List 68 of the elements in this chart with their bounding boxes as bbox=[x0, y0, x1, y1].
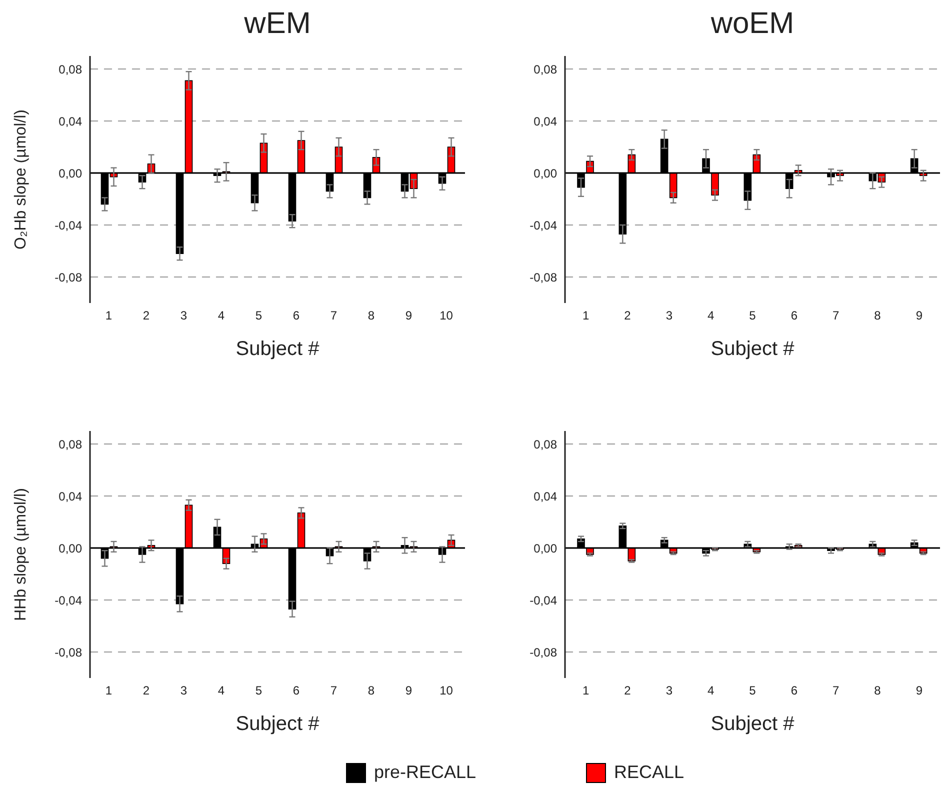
chart-title: woEM bbox=[710, 6, 796, 42]
x-tick-label: 1 bbox=[582, 684, 590, 698]
x-tick-label: 5 bbox=[749, 308, 756, 323]
x-tick-label: 8 bbox=[874, 684, 882, 698]
y-tick-label: 0,04 bbox=[58, 489, 82, 504]
y-tick-label: -0,08 bbox=[530, 645, 558, 660]
y-tick-label: -0,08 bbox=[54, 270, 82, 284]
x-tick-label: 9 bbox=[916, 308, 923, 323]
x-tick-label: 7 bbox=[832, 684, 840, 698]
x-tick-label: 10 bbox=[440, 684, 454, 698]
x-tick-label: 6 bbox=[790, 684, 798, 698]
y-axis-title: O₂Hb slope (µmol/l) bbox=[12, 110, 30, 250]
chart-title: wEM bbox=[243, 6, 312, 42]
x-axis-title: Subject # bbox=[710, 338, 796, 360]
y-tick-label: 0,08 bbox=[58, 62, 82, 76]
x-tick-label: 8 bbox=[368, 684, 375, 698]
y-tick-label: -0,08 bbox=[530, 270, 558, 284]
x-tick-label: 5 bbox=[255, 308, 262, 323]
x-axis-title: Subject # bbox=[236, 338, 320, 360]
x-tick-label: 2 bbox=[142, 684, 150, 698]
y-axis-title: HHb slope (µmol/l) bbox=[12, 488, 30, 621]
y-tick-label: 0,00 bbox=[58, 166, 82, 180]
x-tick-label: 7 bbox=[330, 684, 338, 698]
x-tick-label: 1 bbox=[582, 308, 590, 323]
x-tick-label: 6 bbox=[292, 684, 300, 698]
x-axis-title: Subject # bbox=[236, 713, 320, 735]
y-tick-label: 0,00 bbox=[534, 541, 558, 556]
x-tick-label: 4 bbox=[218, 308, 225, 323]
legend-label: pre-RECALL bbox=[374, 762, 476, 783]
x-tick-label: 6 bbox=[790, 308, 798, 323]
y-tick-label: 0,04 bbox=[58, 114, 82, 128]
x-tick-label: 6 bbox=[292, 308, 300, 323]
x-tick-label: 3 bbox=[180, 684, 188, 698]
y-tick-label: 0,04 bbox=[534, 114, 558, 128]
x-tick-label: 3 bbox=[180, 308, 188, 323]
x-tick-label: 8 bbox=[874, 308, 882, 323]
x-tick-label: 9 bbox=[916, 684, 923, 698]
y-tick-label: -0,08 bbox=[54, 645, 82, 660]
y-tick-label: 0,08 bbox=[534, 437, 558, 452]
x-tick-label: 1 bbox=[105, 308, 112, 323]
x-tick-label: 7 bbox=[832, 308, 840, 323]
x-tick-label: 2 bbox=[624, 308, 632, 323]
x-tick-label: 3 bbox=[666, 684, 673, 698]
x-tick-label: 2 bbox=[624, 684, 632, 698]
y-tick-label: -0,04 bbox=[530, 218, 558, 232]
x-tick-label: 4 bbox=[218, 684, 225, 698]
y-tick-label: 0,08 bbox=[534, 62, 558, 76]
x-tick-label: 5 bbox=[749, 684, 756, 698]
x-tick-label: 4 bbox=[707, 684, 714, 698]
x-axis-title: Subject # bbox=[710, 713, 796, 735]
legend-label: RECALL bbox=[614, 762, 684, 783]
x-tick-label: 7 bbox=[330, 308, 338, 323]
y-tick-label: 0,00 bbox=[534, 166, 558, 180]
y-tick-label: 0,00 bbox=[58, 541, 82, 556]
x-tick-label: 5 bbox=[255, 684, 262, 698]
y-tick-label: -0,04 bbox=[530, 593, 558, 608]
x-tick-label: 8 bbox=[368, 308, 375, 323]
x-tick-label: 10 bbox=[440, 308, 454, 323]
y-tick-label: -0,04 bbox=[54, 593, 82, 608]
y-tick-label: 0,04 bbox=[534, 489, 558, 504]
x-tick-label: 1 bbox=[105, 684, 112, 698]
x-tick-label: 3 bbox=[666, 308, 673, 323]
y-tick-label: 0,08 bbox=[58, 437, 82, 452]
x-tick-label: 4 bbox=[707, 308, 714, 323]
x-tick-label: 9 bbox=[405, 684, 412, 698]
x-tick-label: 9 bbox=[405, 308, 412, 323]
y-tick-label: -0,04 bbox=[54, 218, 82, 232]
x-tick-label: 2 bbox=[142, 308, 150, 323]
